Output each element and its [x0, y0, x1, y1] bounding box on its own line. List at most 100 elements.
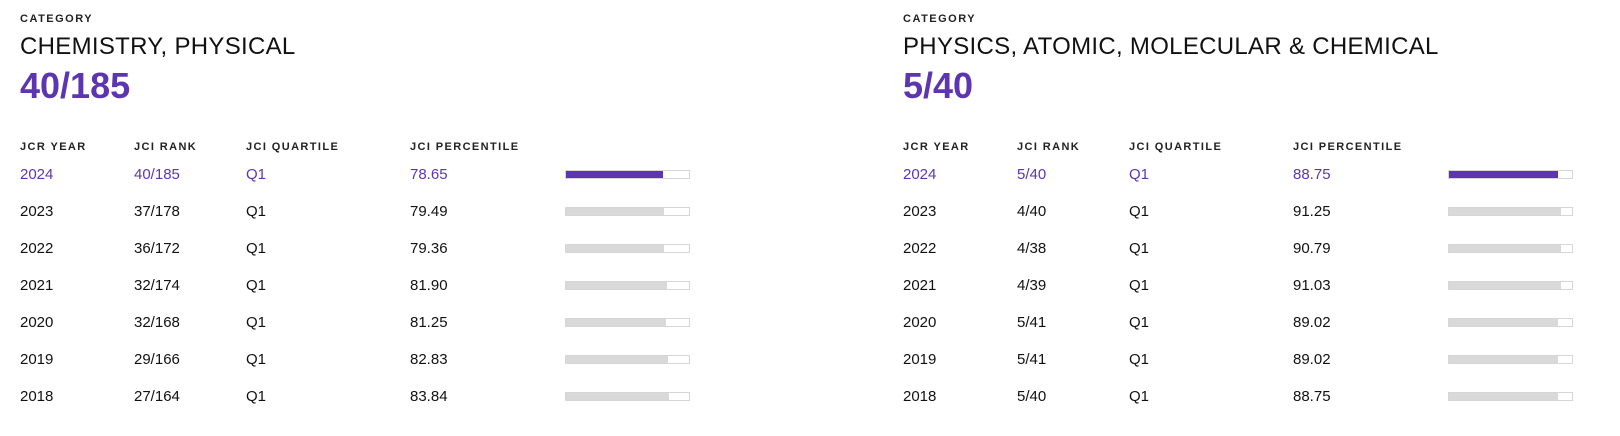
row-rank: 4/38 [1017, 240, 1047, 257]
row-rank: 4/40 [1017, 203, 1047, 220]
table-row: 2019 29/166 Q1 82.83 [20, 351, 720, 371]
table-row: 2022 36/172 Q1 79.36 [20, 240, 720, 260]
table-row: 2024 5/40 Q1 88.75 [903, 166, 1603, 186]
row-quartile: Q1 [246, 351, 267, 368]
header-jci-quartile: JCI QUARTILE [1129, 141, 1223, 153]
row-rank: 27/164 [134, 388, 180, 405]
percentile-bar-fill [566, 171, 663, 178]
row-rank: 40/185 [134, 166, 180, 183]
category-rank: 40/185 [20, 65, 131, 106]
row-percentile: 81.25 [410, 314, 448, 331]
table-row: 2020 5/41 Q1 89.02 [903, 314, 1603, 334]
header-jci-rank: JCI RANK [1017, 141, 1081, 153]
header-jci-quartile: JCI QUARTILE [246, 141, 340, 153]
row-year: 2022 [20, 240, 54, 257]
row-percentile: 89.02 [1293, 314, 1331, 331]
row-quartile: Q1 [1129, 388, 1150, 405]
table-row: 2021 4/39 Q1 91.03 [903, 277, 1603, 297]
table-header: JCR YEAR JCI RANK JCI QUARTILE JCI PERCE… [903, 141, 1603, 161]
table-row: 2020 32/168 Q1 81.25 [20, 314, 720, 334]
row-percentile: 78.65 [410, 166, 448, 183]
row-percentile: 88.75 [1293, 166, 1331, 183]
header-jci-percentile: JCI PERCENTILE [1293, 141, 1403, 153]
table-row: 2022 4/38 Q1 90.79 [903, 240, 1603, 260]
table-row: 2021 32/174 Q1 81.90 [20, 277, 720, 297]
percentile-bar-fill [566, 245, 664, 252]
percentile-bar-fill [1449, 282, 1561, 289]
category-label: CATEGORY [903, 13, 977, 25]
row-year: 2018 [903, 388, 937, 405]
row-percentile: 90.79 [1293, 240, 1331, 257]
row-quartile: Q1 [1129, 277, 1150, 294]
row-year: 2020 [903, 314, 937, 331]
row-percentile: 81.90 [410, 277, 448, 294]
header-jci-rank: JCI RANK [134, 141, 198, 153]
row-rank: 32/174 [134, 277, 180, 294]
row-quartile: Q1 [246, 388, 267, 405]
table-row: 2024 40/185 Q1 78.65 [20, 166, 720, 186]
row-rank: 29/166 [134, 351, 180, 368]
row-rank: 5/41 [1017, 351, 1047, 368]
row-percentile: 89.02 [1293, 351, 1331, 368]
percentile-bar-fill [1449, 356, 1559, 363]
table-header: JCR YEAR JCI RANK JCI QUARTILE JCI PERCE… [20, 141, 720, 161]
row-rank: 5/41 [1017, 314, 1047, 331]
row-rank: 5/40 [1017, 166, 1047, 183]
percentile-bar [1448, 281, 1573, 290]
row-percentile: 83.84 [410, 388, 448, 405]
percentile-bar-fill [1449, 245, 1561, 252]
row-quartile: Q1 [1129, 351, 1150, 368]
row-quartile: Q1 [1129, 203, 1150, 220]
percentile-bar-fill [566, 393, 670, 400]
percentile-bar [1448, 170, 1573, 179]
row-quartile: Q1 [246, 277, 267, 294]
percentile-bar-fill [566, 282, 667, 289]
header-jci-percentile: JCI PERCENTILE [410, 141, 520, 153]
percentile-bar-fill [1449, 208, 1562, 215]
row-year: 2024 [903, 166, 937, 183]
row-quartile: Q1 [246, 203, 267, 220]
row-percentile: 82.83 [410, 351, 448, 368]
row-year: 2020 [20, 314, 54, 331]
header-jcr-year: JCR YEAR [20, 141, 87, 153]
row-year: 2024 [20, 166, 54, 183]
percentile-bar [565, 355, 690, 364]
table-row: 2023 4/40 Q1 91.25 [903, 203, 1603, 223]
percentile-bar-fill [1449, 393, 1559, 400]
row-year: 2022 [903, 240, 937, 257]
row-year: 2021 [903, 277, 937, 294]
row-rank: 4/39 [1017, 277, 1047, 294]
row-percentile: 91.03 [1293, 277, 1331, 294]
percentile-bar [565, 318, 690, 327]
row-rank: 5/40 [1017, 388, 1047, 405]
row-year: 2019 [903, 351, 937, 368]
row-quartile: Q1 [246, 240, 267, 257]
row-percentile: 91.25 [1293, 203, 1331, 220]
row-year: 2021 [20, 277, 54, 294]
category-rank: 5/40 [903, 65, 974, 106]
row-year: 2023 [20, 203, 54, 220]
percentile-bar [1448, 207, 1573, 216]
row-percentile: 88.75 [1293, 388, 1331, 405]
percentile-bar-fill [1449, 319, 1559, 326]
percentile-bar-fill [566, 319, 666, 326]
table-row: 2023 37/178 Q1 79.49 [20, 203, 720, 223]
percentile-bar-fill [1449, 171, 1559, 178]
table-row: 2019 5/41 Q1 89.02 [903, 351, 1603, 371]
percentile-bar [565, 207, 690, 216]
row-quartile: Q1 [1129, 166, 1150, 183]
category-name: PHYSICS, ATOMIC, MOLECULAR & CHEMICAL [903, 33, 1439, 60]
row-percentile: 79.36 [410, 240, 448, 257]
percentile-bar [565, 170, 690, 179]
table-row: 2018 5/40 Q1 88.75 [903, 388, 1603, 408]
category-label: CATEGORY [20, 13, 94, 25]
row-year: 2019 [20, 351, 54, 368]
percentile-bar [1448, 355, 1573, 364]
category-name: CHEMISTRY, PHYSICAL [20, 33, 296, 60]
percentile-bar [565, 392, 690, 401]
row-year: 2023 [903, 203, 937, 220]
row-quartile: Q1 [246, 166, 267, 183]
header-jcr-year: JCR YEAR [903, 141, 970, 153]
percentile-bar-fill [566, 356, 668, 363]
percentile-bar [1448, 318, 1573, 327]
